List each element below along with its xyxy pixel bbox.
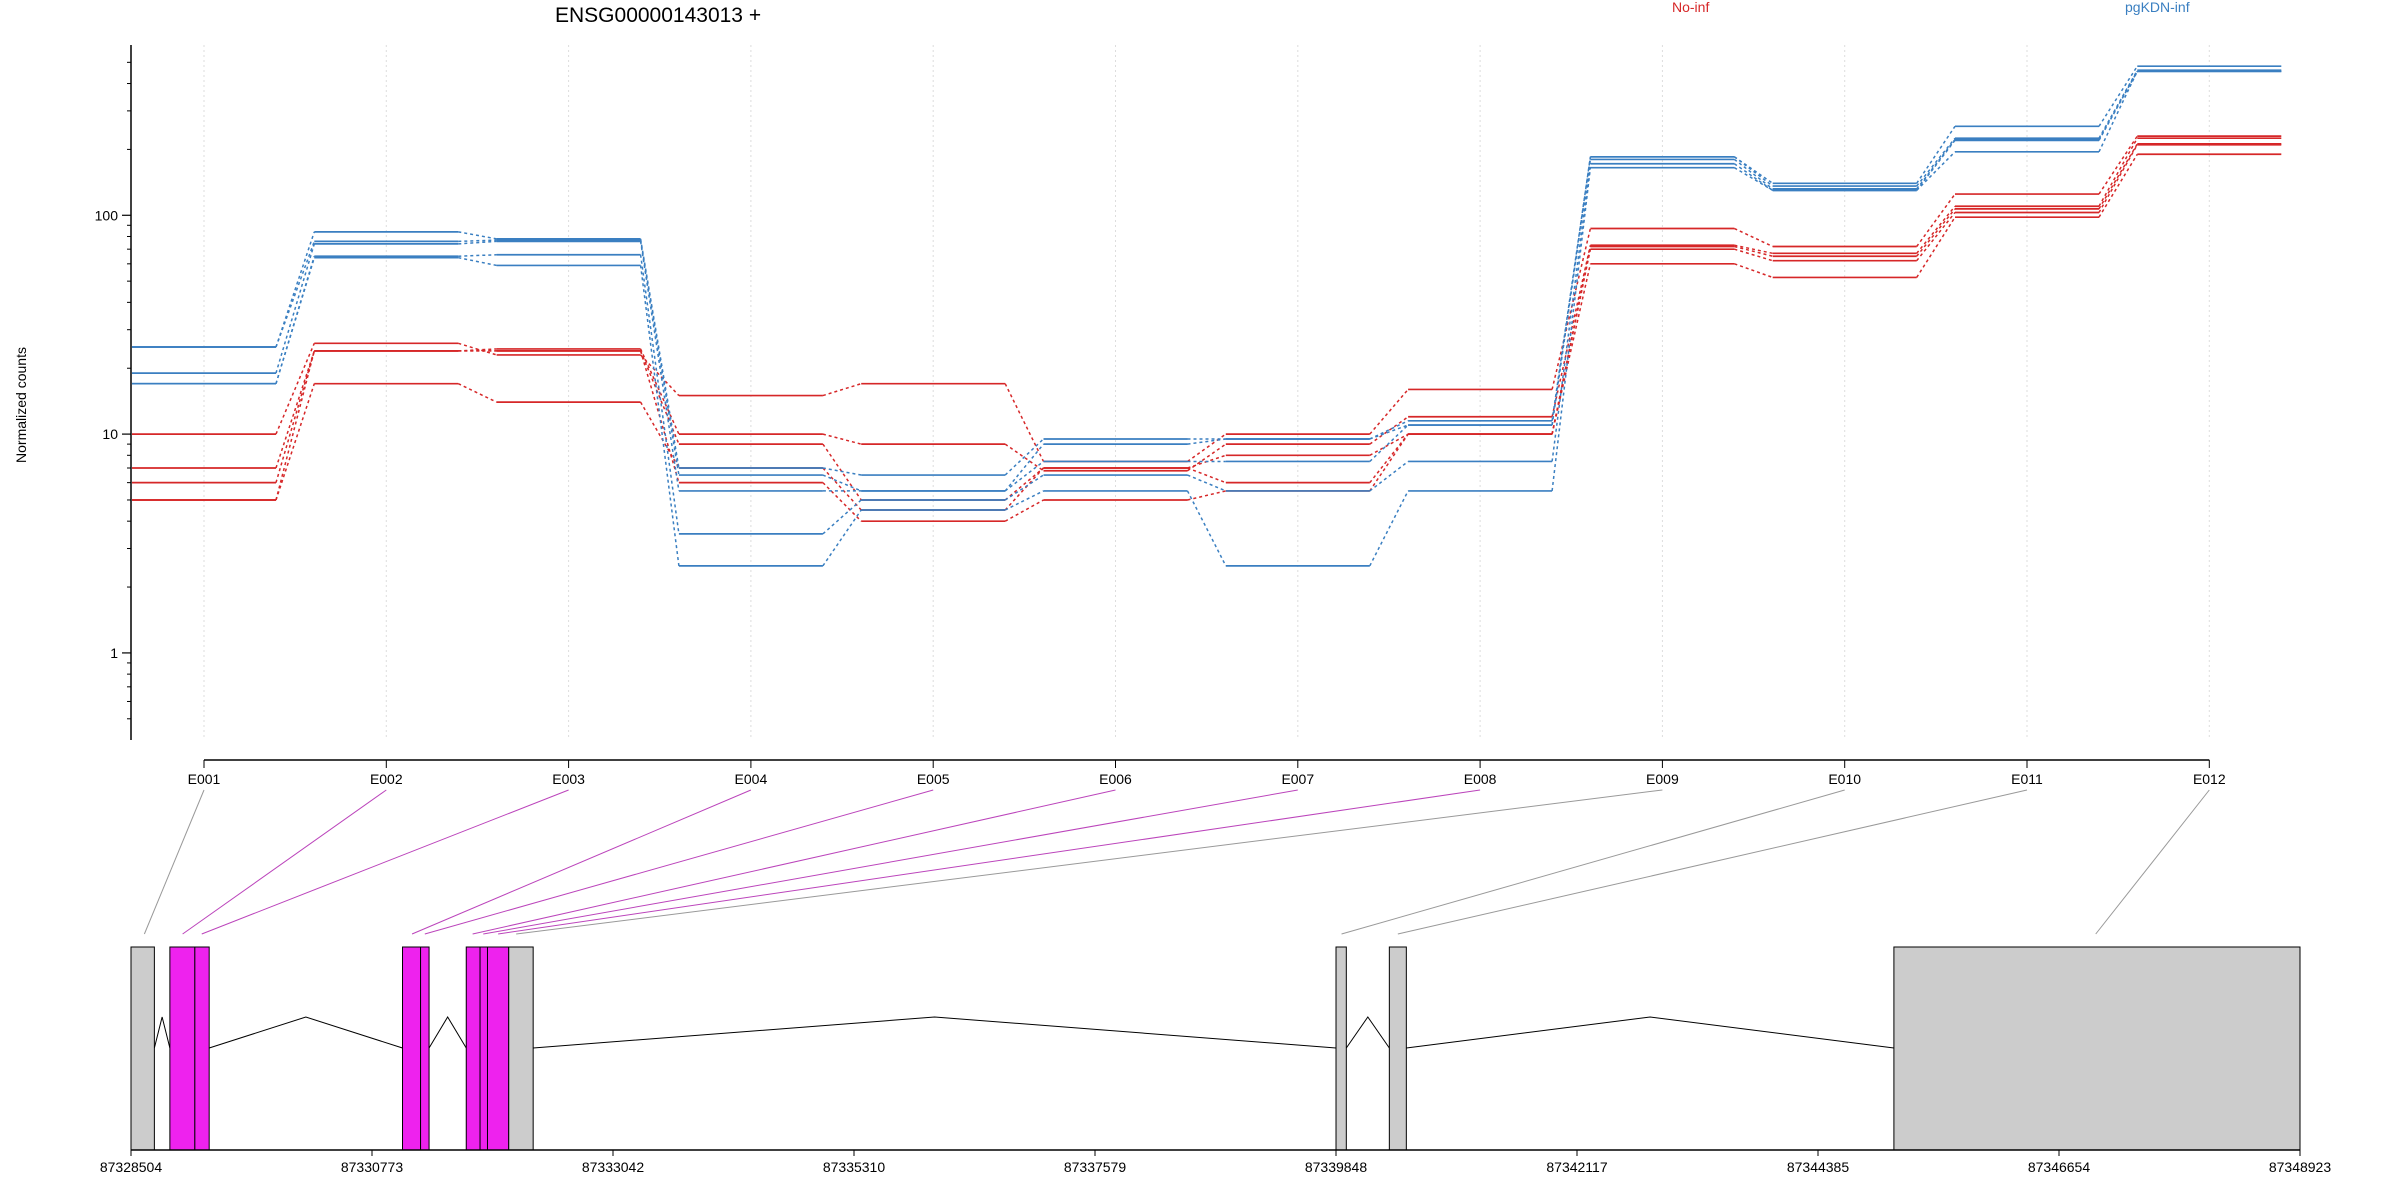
connector-e009 xyxy=(516,789,1663,935)
legend-pgkdn-inf: pgKDN-inf xyxy=(2125,0,2190,15)
x-tick-label-e003: E003 xyxy=(552,771,585,787)
exon-block-12 xyxy=(1893,946,2301,1151)
exon-block-4 xyxy=(402,946,422,1151)
x-tick-label-e001: E001 xyxy=(188,771,221,787)
exon-block-3 xyxy=(194,946,210,1151)
axes: 1 10 100 E001 E002 E003 E004 E005 E006 E007 E008 E0… xyxy=(95,45,2226,787)
exon-block-11 xyxy=(1388,946,1407,1151)
pgkdn-inf-sample-2-transition xyxy=(275,69,2138,492)
x-tick-label-e010: E010 xyxy=(1828,771,1861,787)
exon-block-9 xyxy=(508,946,534,1151)
pgkdn-inf-sample-3-transition xyxy=(275,70,2138,492)
y-tick-label: 1 xyxy=(110,645,118,661)
chart-title: ENSG00000143013 + xyxy=(555,4,761,27)
no-inf-sample-1-transition xyxy=(275,135,2138,463)
genomic-tick-label: 87328504 xyxy=(100,1159,163,1175)
y-tick-label: 100 xyxy=(95,207,119,223)
genomic-tick-label: 87333042 xyxy=(582,1159,645,1175)
genomic-tick-label: 87346654 xyxy=(2028,1159,2091,1175)
y-tick-label: 10 xyxy=(102,426,118,442)
pgkdn-inf-sample-1-line xyxy=(132,65,2282,476)
no-inf-sample-3-transition xyxy=(275,143,2138,501)
intron-4 xyxy=(533,1016,1337,1049)
intron-5 xyxy=(1345,1016,1390,1049)
pgkdn-inf-sample-5-line xyxy=(132,70,2282,567)
intron-3 xyxy=(428,1016,467,1049)
no-inf-sample-1-line xyxy=(132,135,2282,463)
x-tick-label-e005: E005 xyxy=(917,771,950,787)
exon-block-6 xyxy=(465,946,481,1151)
x-tick-label-e009: E009 xyxy=(1646,771,1679,787)
connector-e003 xyxy=(201,789,569,935)
connector-e012 xyxy=(2095,789,2210,935)
pgkdn-inf-sample-3-line xyxy=(132,70,2282,492)
legend-no-inf: No-inf xyxy=(1672,0,1709,15)
connector-e007 xyxy=(483,789,1298,935)
genomic-tick-label: 87342117 xyxy=(1546,1159,1607,1175)
x-tick-label-e007: E007 xyxy=(1281,771,1314,787)
no-inf-sample-3-line xyxy=(132,143,2282,501)
intron-1 xyxy=(153,1016,171,1049)
pgkdn-inf-sample-1-transition xyxy=(275,65,2138,476)
connector-e010 xyxy=(1341,789,1845,935)
intron-6 xyxy=(1406,1016,1894,1049)
connector-e011 xyxy=(1397,789,2028,935)
x-tick-label-e008: E008 xyxy=(1464,771,1497,787)
x-tick-label-e011: E011 xyxy=(2011,771,2043,787)
genomic-tick-label: 87339848 xyxy=(1305,1159,1368,1175)
y-axis-title: Normalized counts xyxy=(13,347,29,463)
exon-block-1 xyxy=(130,946,155,1151)
genomic-tick-label: 87337579 xyxy=(1064,1159,1127,1175)
exon-block-2 xyxy=(169,946,196,1151)
genomic-tick-label: 87330773 xyxy=(341,1159,404,1175)
pgkdn-inf-sample-4-line xyxy=(132,70,2282,535)
connector-e008 xyxy=(498,789,1481,935)
pgkdn-inf-sample-5-transition xyxy=(275,70,2138,567)
x-tick-label-e004: E004 xyxy=(735,771,768,787)
no-inf-sample-5-transition xyxy=(275,153,2138,522)
genomic-tick-label: 87335310 xyxy=(823,1159,886,1175)
connector-e004 xyxy=(411,789,752,935)
exon-block-8 xyxy=(486,946,510,1151)
no-inf-sample-2-transition xyxy=(275,137,2138,472)
intron-2 xyxy=(209,1016,403,1049)
x-tick-label-e012: E012 xyxy=(2193,771,2226,787)
x-tick-label-e006: E006 xyxy=(1099,771,1132,787)
genomic-tick-label: 87348923 xyxy=(2269,1159,2332,1175)
no-inf-sample-4-transition xyxy=(275,144,2138,511)
pgkdn-inf-sample-4-transition xyxy=(275,70,2138,535)
x-tick-label-e002: E002 xyxy=(370,771,403,787)
grid-lines xyxy=(203,45,2210,740)
connector-e001 xyxy=(143,789,205,935)
connector-e005 xyxy=(424,789,934,935)
gene-model: 87328504 87330773 87333042 87335310 87337579… xyxy=(100,789,2332,1175)
no-inf-sample-4-line xyxy=(132,143,2282,511)
exon-block-5 xyxy=(420,946,430,1151)
pgkdn-inf-sample-2-line xyxy=(132,69,2282,492)
exon-block-10 xyxy=(1335,946,1347,1151)
series-lines xyxy=(132,65,2282,567)
connector-e006 xyxy=(472,789,1116,935)
no-inf-sample-2-line xyxy=(132,137,2282,472)
connector-e002 xyxy=(182,789,387,935)
exon-block-7 xyxy=(479,946,488,1151)
genomic-tick-label: 87344385 xyxy=(1787,1159,1850,1175)
